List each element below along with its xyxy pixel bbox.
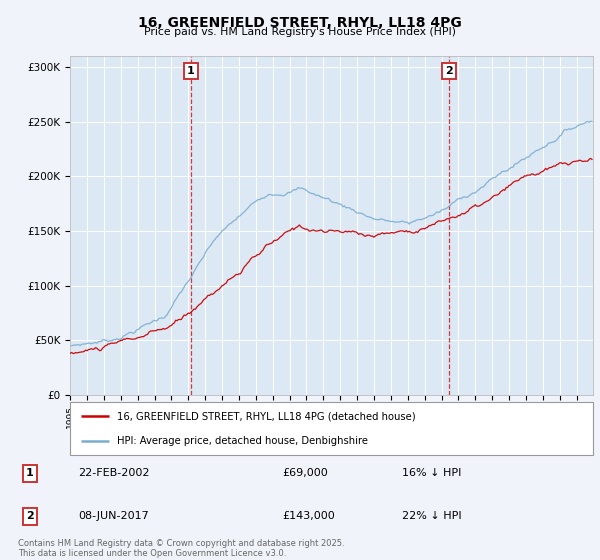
Text: 22-FEB-2002: 22-FEB-2002 bbox=[78, 468, 149, 478]
FancyBboxPatch shape bbox=[70, 402, 593, 455]
Text: 1: 1 bbox=[26, 468, 34, 478]
Text: This data is licensed under the Open Government Licence v3.0.: This data is licensed under the Open Gov… bbox=[18, 549, 286, 558]
Text: 22% ↓ HPI: 22% ↓ HPI bbox=[402, 511, 461, 521]
Text: HPI: Average price, detached house, Denbighshire: HPI: Average price, detached house, Denb… bbox=[117, 436, 368, 446]
Text: £69,000: £69,000 bbox=[282, 468, 328, 478]
Text: 16, GREENFIELD STREET, RHYL, LL18 4PG: 16, GREENFIELD STREET, RHYL, LL18 4PG bbox=[138, 16, 462, 30]
Text: £143,000: £143,000 bbox=[282, 511, 335, 521]
Text: 16% ↓ HPI: 16% ↓ HPI bbox=[402, 468, 461, 478]
Text: 2: 2 bbox=[26, 511, 34, 521]
Text: 08-JUN-2017: 08-JUN-2017 bbox=[78, 511, 149, 521]
Text: 1: 1 bbox=[187, 66, 195, 76]
Text: 2: 2 bbox=[445, 66, 453, 76]
Text: 16, GREENFIELD STREET, RHYL, LL18 4PG (detached house): 16, GREENFIELD STREET, RHYL, LL18 4PG (d… bbox=[117, 412, 416, 422]
Text: Contains HM Land Registry data © Crown copyright and database right 2025.: Contains HM Land Registry data © Crown c… bbox=[18, 539, 344, 548]
Text: Price paid vs. HM Land Registry's House Price Index (HPI): Price paid vs. HM Land Registry's House … bbox=[144, 27, 456, 37]
